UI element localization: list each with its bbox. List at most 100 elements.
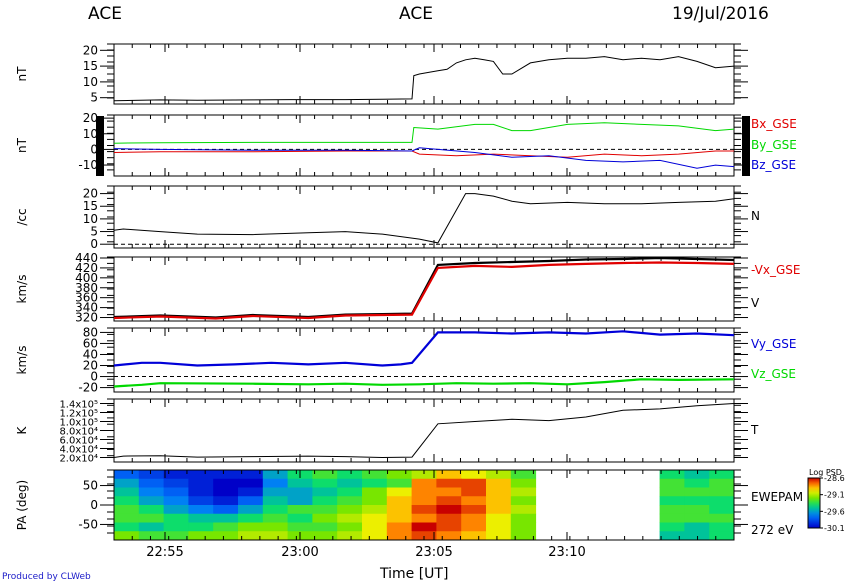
heatmap-cell — [659, 478, 685, 488]
series-line--Vx_GSE — [113, 261, 735, 320]
y-tick-label: 10 — [83, 75, 98, 89]
y-tick-label: 380 — [75, 281, 98, 295]
heatmap-cell — [411, 522, 437, 532]
y-tick-label: 1.0x10⁵ — [59, 418, 98, 429]
series-line-Vz_GSE — [113, 378, 735, 388]
heatmap-cell — [461, 496, 487, 506]
y-tick-label: 6.0x10⁴ — [59, 436, 98, 447]
heatmap-cell — [262, 522, 289, 532]
heatmap-cell — [287, 478, 313, 488]
heatmap-cell — [213, 496, 239, 506]
x-axis-title: Time [UT] — [380, 566, 449, 582]
colorbar-tick-label: -29.1 — [824, 491, 845, 500]
heatmap-cell — [262, 505, 289, 515]
heatmap-cell — [114, 505, 140, 515]
heatmap-cell — [486, 522, 512, 532]
heatmap-cell — [138, 496, 165, 506]
heatmap-cell — [238, 522, 264, 532]
heatmap-cell — [138, 470, 165, 480]
heatmap-cell — [163, 531, 189, 541]
y-tick-label: 5 — [90, 225, 98, 239]
heatmap-cell — [411, 496, 437, 506]
heatmap-cell — [411, 478, 437, 488]
heatmap-cell — [709, 505, 735, 515]
heatmap-cell — [188, 531, 214, 541]
legend-label: By_GSE — [751, 138, 797, 152]
heatmap-cell — [262, 496, 289, 506]
legend-label: 272 eV — [751, 523, 794, 537]
y-tick-label: 10 — [83, 127, 98, 141]
heatmap-cell — [163, 478, 189, 488]
heatmap-cell — [114, 513, 140, 523]
y-tick-label: 40 — [83, 347, 98, 361]
heatmap-cell — [684, 487, 710, 497]
heatmap-cell — [709, 531, 735, 541]
heatmap-cell — [386, 522, 413, 532]
y-axis-label: km/s — [15, 346, 29, 375]
y-axis-label: K — [15, 425, 29, 434]
y-tick-label: 0 — [90, 498, 98, 512]
heatmap-cell — [461, 513, 487, 523]
y-axis-label: /cc — [15, 208, 29, 225]
heatmap-cell — [510, 487, 537, 497]
heatmap-cell — [213, 531, 239, 541]
y-tick-label: 400 — [75, 271, 98, 285]
legend-label: Bz_GSE — [751, 158, 796, 172]
heatmap-cell — [138, 487, 165, 497]
colorbar — [807, 477, 821, 529]
heatmap-cell — [510, 478, 537, 488]
heatmap-cell — [386, 531, 413, 541]
series-line-B — [113, 56, 735, 102]
y-axis-label: PA (deg) — [15, 480, 29, 530]
heatmap-cell — [659, 531, 685, 541]
heatmap-cell — [684, 531, 710, 541]
heatmap-cell — [659, 487, 685, 497]
header-date: 19/Jul/2016 — [672, 4, 769, 24]
colorbar-title: Log PSD — [809, 468, 842, 477]
heatmap-cell — [213, 470, 239, 480]
heatmap-cell — [312, 513, 338, 523]
produced-by-label: Produced by CLWeb — [2, 572, 91, 582]
series-line-N — [113, 193, 735, 244]
legend-label: Vy_GSE — [751, 337, 797, 351]
heatmap-cell — [386, 478, 413, 488]
y-tick-label: 0 — [90, 237, 98, 251]
heatmap-cell — [486, 470, 512, 480]
heatmap-cell — [163, 496, 189, 506]
colorbar-tick-label: -30.1 — [824, 524, 845, 533]
y-tick-label: 360 — [75, 291, 98, 305]
heatmap-cell — [436, 487, 462, 497]
heatmap-cell — [411, 505, 437, 515]
panel-frame — [113, 43, 735, 105]
heatmap-cell — [659, 513, 685, 523]
y-tick-label: 20 — [83, 187, 98, 201]
heatmap-cell — [709, 513, 735, 523]
heatmap-cell — [188, 487, 214, 497]
heatmap-cell — [684, 522, 710, 532]
heatmap-cell — [188, 522, 214, 532]
heatmap-cell — [262, 513, 289, 523]
y-tick-label: 4.0x10⁴ — [59, 445, 98, 456]
heatmap-cell — [486, 478, 512, 488]
heatmap-cell — [362, 487, 388, 497]
y-tick-label: 340 — [75, 301, 98, 315]
heatmap-cell — [312, 470, 338, 480]
series-line-By_GSE — [113, 122, 735, 144]
header-left-title: ACE — [88, 4, 122, 24]
heatmap-cell — [386, 496, 413, 506]
heatmap-cell — [188, 470, 214, 480]
x-tick-label: 23:05 — [415, 545, 452, 560]
heatmap-cell — [436, 505, 462, 515]
y-tick-label: 0 — [90, 370, 98, 384]
heatmap-cell — [238, 505, 264, 515]
heatmap-cell — [138, 478, 165, 488]
heatmap-cell — [486, 531, 512, 541]
heatmap-cell — [213, 522, 239, 532]
heatmap-cell — [510, 496, 537, 506]
heatmap-cell — [287, 496, 313, 506]
legend-label: Vz_GSE — [751, 367, 796, 381]
heatmap-cell — [659, 522, 685, 532]
y-tick-label: -50 — [78, 517, 98, 531]
